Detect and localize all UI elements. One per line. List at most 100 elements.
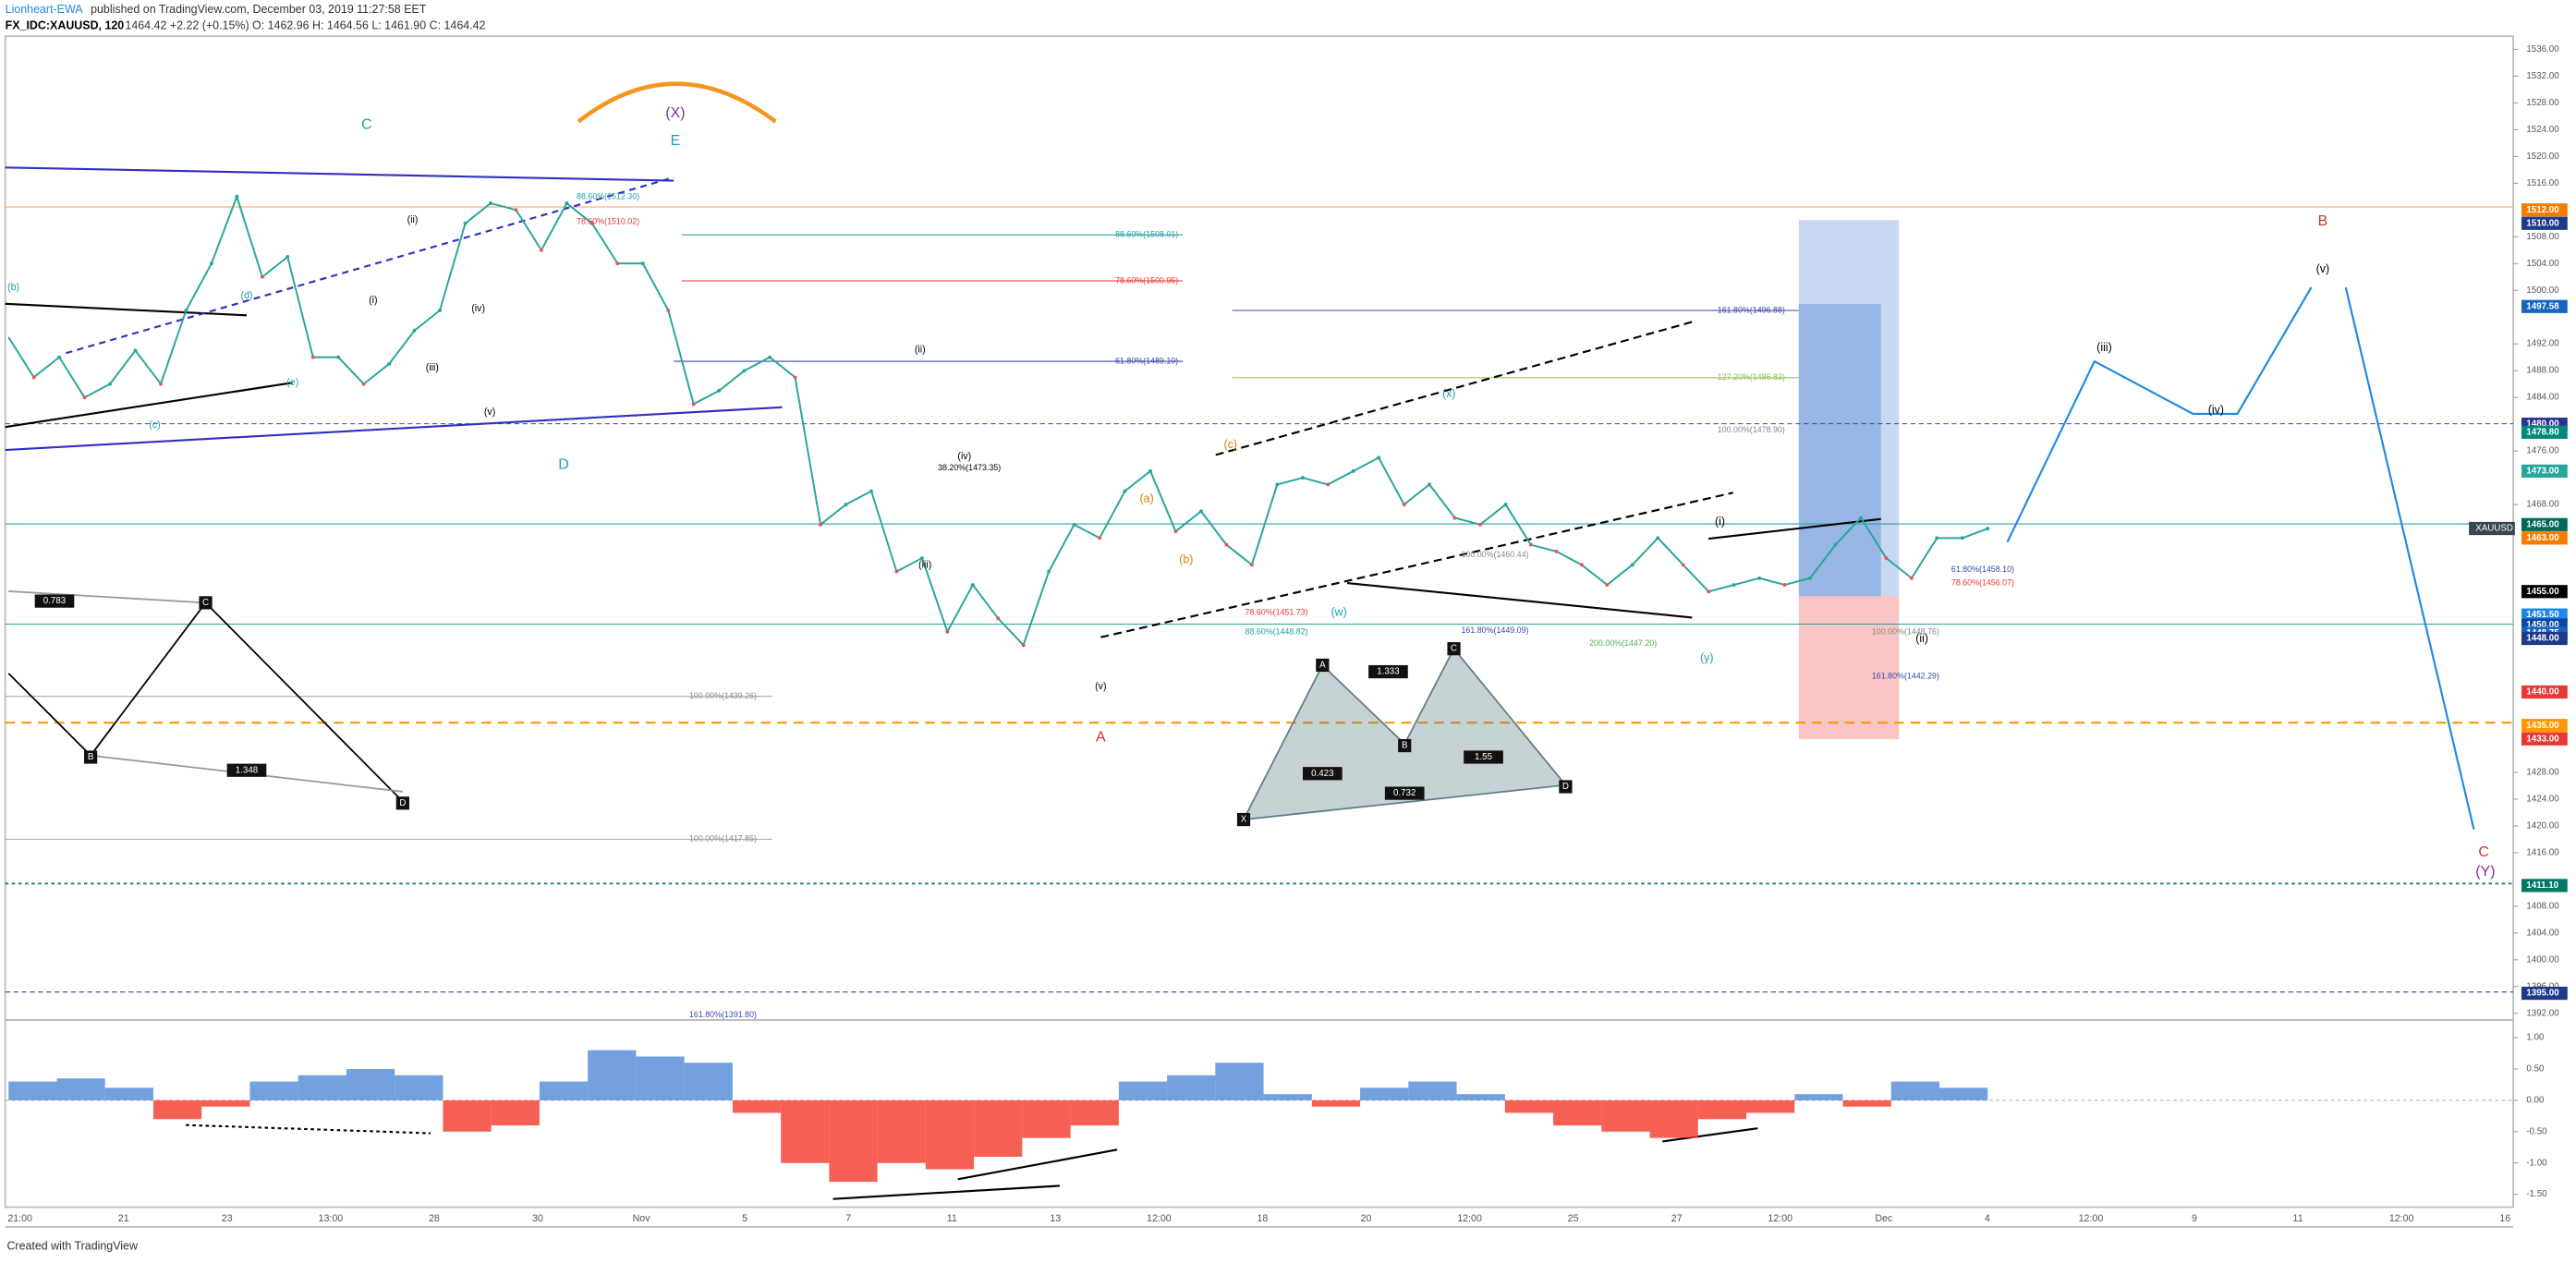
price-label: 1478.80 <box>2526 427 2559 437</box>
osc-bar <box>443 1099 492 1132</box>
annotation: (X) <box>665 105 685 121</box>
price-point <box>1351 468 1355 473</box>
price-point <box>1986 527 1990 530</box>
price-label-bg <box>2521 531 2568 545</box>
ratio-tag-bg <box>1368 664 1408 679</box>
annotation: (iv) <box>957 451 971 462</box>
point-tag-bg <box>395 796 409 810</box>
price-point <box>615 261 620 266</box>
price-point <box>1935 536 1939 540</box>
price-point <box>996 616 1001 621</box>
osc-bar <box>1649 1099 1698 1138</box>
osc-bar <box>829 1099 878 1183</box>
osc-bar <box>1215 1063 1264 1100</box>
annotation: 61.80%(1489.10) <box>1115 356 1178 365</box>
annotation: (v) <box>1095 681 1106 692</box>
price-label: 1440.00 <box>2526 687 2559 698</box>
osc-tick-label: 1.00 <box>2526 1033 2545 1043</box>
price-point <box>1452 516 1457 520</box>
point-tag-bg <box>1316 658 1330 673</box>
long-box-inner <box>1798 303 1881 597</box>
ratio-tag: 1.348 <box>236 765 258 775</box>
price-label: 1512.00 <box>2526 205 2559 215</box>
annotation: (iii) <box>2096 341 2112 354</box>
osc-bar <box>1601 1099 1650 1132</box>
x-tick-label: 13 <box>1050 1213 1061 1224</box>
osc-bar <box>1408 1081 1457 1100</box>
price-label: 1497.58 <box>2526 301 2559 311</box>
ratio-tag-bg <box>34 594 75 608</box>
annotation: 61.80%(1458.10) <box>1951 565 2014 574</box>
price-label-bg <box>2521 517 2568 531</box>
osc-bar <box>539 1081 589 1100</box>
y-tick-label: 1484.00 <box>2526 393 2559 403</box>
price-point <box>1528 542 1533 547</box>
price-point <box>489 201 492 205</box>
osc-tick-label: 0.50 <box>2526 1064 2545 1075</box>
price-label-bg <box>2521 425 2568 439</box>
y-tick-label: 1416.00 <box>2526 847 2559 857</box>
y-tick-label: 1420.00 <box>2526 820 2559 831</box>
annotation: (c) <box>149 419 160 431</box>
ratio-tag: 1.333 <box>1377 667 1399 677</box>
frame <box>4 35 2515 1228</box>
osc-bar <box>1311 1099 1361 1107</box>
footer: Created with TradingView <box>6 1240 139 1253</box>
price-point <box>717 388 722 393</box>
price-point <box>1605 583 1610 587</box>
price-point <box>82 395 87 400</box>
price-point <box>133 348 138 353</box>
x-tick-label: 20 <box>1361 1213 1372 1224</box>
osc-bar <box>1890 1081 1940 1100</box>
price-point <box>260 274 264 279</box>
price-point <box>1859 516 1863 520</box>
price-label-bg <box>2521 464 2568 478</box>
price-point <box>463 221 468 225</box>
price-point <box>1148 468 1152 473</box>
price-point <box>1072 522 1076 527</box>
price-point <box>894 569 899 574</box>
annotation: (b) <box>1179 553 1193 565</box>
price-point <box>1884 556 1889 561</box>
annotation: (ii) <box>1915 632 1928 645</box>
price-point <box>1757 576 1762 580</box>
y-tick-label: 1532.00 <box>2526 71 2559 81</box>
price-label-bg <box>2521 299 2568 313</box>
short-box <box>1798 596 1900 739</box>
long-box <box>1798 220 1900 597</box>
point-tag-bg <box>1447 642 1461 656</box>
ratio-tag-bg <box>1302 767 1343 781</box>
osc-bar <box>588 1050 637 1100</box>
osc-bar <box>1504 1099 1554 1113</box>
price-point <box>768 355 772 359</box>
point-tag-bg <box>83 750 98 764</box>
x-tick-label: 5 <box>742 1213 747 1224</box>
price-label: 1450.00 <box>2526 620 2559 630</box>
price-point <box>1503 503 1508 507</box>
author[interactable]: Lionheart-EWA <box>6 3 84 16</box>
trendlines <box>5 81 2475 1200</box>
price-point <box>1402 503 1406 507</box>
point-tag: B <box>88 752 94 762</box>
published: published on TradingView.com, December 0… <box>91 3 427 16</box>
ratio-tag: 1.55 <box>1475 752 1493 762</box>
x-tick-label: Nov <box>633 1213 651 1224</box>
osc-tick-label: -0.50 <box>2526 1126 2547 1136</box>
price-point <box>1681 563 1685 567</box>
price-point <box>970 583 975 587</box>
price-label: 1455.00 <box>2526 587 2559 597</box>
price-point <box>640 261 645 266</box>
price-point <box>31 375 36 380</box>
price-point <box>1554 549 1559 553</box>
x-tick-label: 11 <box>2293 1213 2303 1224</box>
annotation: (iv) <box>471 303 485 314</box>
symbol-tag-bg <box>2469 521 2515 536</box>
y-tick-label: 1508.00 <box>2526 232 2559 242</box>
price-point <box>1732 583 1736 587</box>
annotation: 161.80%(1442.29) <box>1872 672 1939 681</box>
price-point <box>1833 542 1838 547</box>
levels <box>5 206 2514 993</box>
annotation: (iii) <box>918 559 931 570</box>
price-point <box>1630 563 1634 567</box>
